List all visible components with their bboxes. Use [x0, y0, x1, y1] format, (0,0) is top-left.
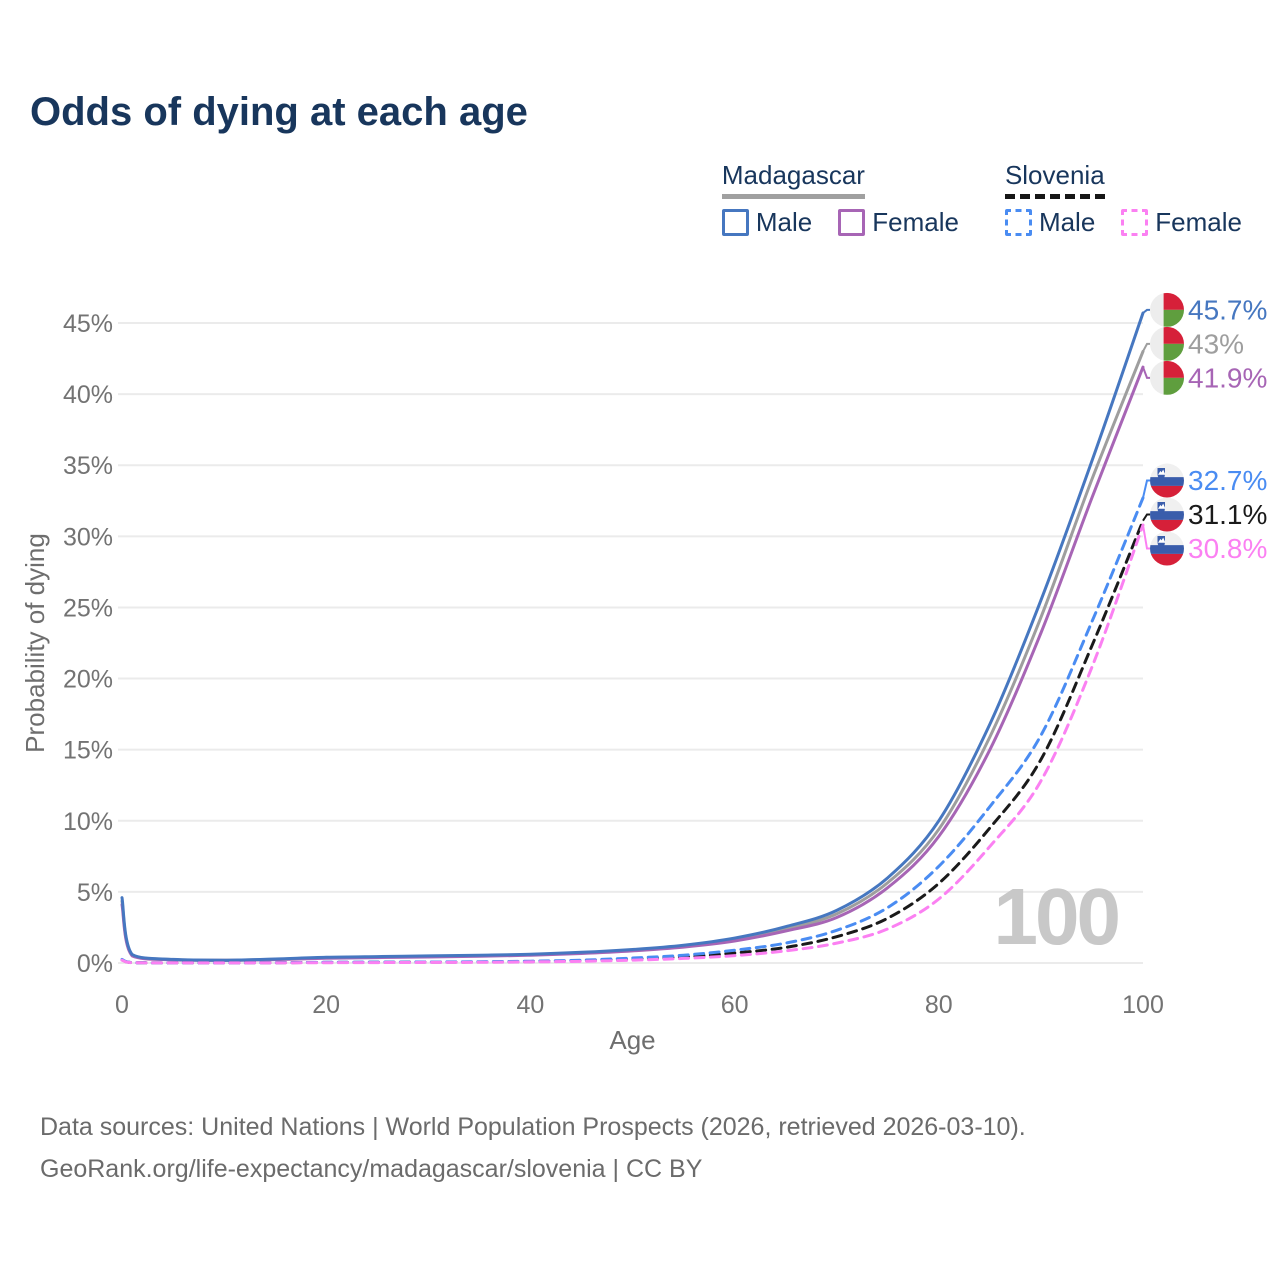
series-line-madagascar-male[interactable]	[120, 311, 1145, 962]
age-cursor-watermark: 100	[994, 872, 1119, 961]
data-sources-line: Data sources: United Nations | World Pop…	[40, 1113, 1026, 1141]
end-label-madagascar-male: 45.7%	[1188, 294, 1267, 325]
y-tick-label: 35%	[63, 452, 113, 480]
end-label-leader-madagascar-male	[1142, 308, 1150, 314]
x-tick-label: 40	[516, 991, 544, 1019]
legend-item-slovenia-female[interactable]: Female	[1121, 207, 1242, 238]
legend-item-label: Male	[755, 207, 813, 237]
y-tick-label: 0%	[77, 950, 113, 978]
attribution-link: GeoRank.org/life-expectancy/madagascar/s…	[40, 1155, 703, 1183]
legend-swatch-madagascar-male	[721, 209, 749, 236]
legend-group-slovenia: Slovenia Male Female	[1004, 160, 1242, 238]
legend-item-madagascar-male[interactable]: Male	[721, 207, 813, 238]
madagascar-flag-icon	[1150, 292, 1184, 327]
slovenia-flag-icon	[1150, 531, 1184, 566]
y-axis-title: Probability of dying	[20, 533, 50, 753]
end-label-madagascar-female: 41.9%	[1188, 362, 1267, 393]
page-title: Odds of dying at each age	[30, 90, 528, 134]
legend-item-label: Female	[872, 207, 959, 237]
end-label-madagascar-combined: 43%	[1188, 328, 1244, 359]
legend-swatch-slovenia-female	[1121, 209, 1149, 236]
series-lines	[120, 311, 1145, 965]
legend-items-madagascar: Male Female	[721, 207, 959, 238]
end-label-slovenia-female: 30.8%	[1188, 533, 1267, 564]
x-tick-label: 0	[115, 991, 129, 1019]
x-tick-label: 80	[925, 991, 953, 1019]
x-tick-label: 20	[312, 991, 340, 1019]
end-label-leader-madagascar-female	[1142, 366, 1150, 379]
madagascar-flag-icon	[1150, 326, 1184, 361]
end-label-slovenia-male: 32.7%	[1188, 465, 1267, 496]
series-line-slovenia-female[interactable]	[120, 523, 1145, 965]
end-label-leader-madagascar-combined	[1142, 342, 1150, 352]
slovenia-flag-icon	[1150, 497, 1184, 532]
y-tick-label: 40%	[63, 381, 113, 409]
y-tick-label: 10%	[63, 808, 113, 836]
y-tick-label: 30%	[63, 523, 113, 551]
gridlines: 0% 5% 10% 15% 20% 25% 30% 35% 40% 45%	[63, 310, 1143, 978]
axes: 0 20 40 60 80 100 Age Probability of dying	[20, 533, 1164, 1055]
legend-group-madagascar: Madagascar Male Female	[721, 160, 959, 238]
legend-swatch-madagascar-female	[838, 209, 866, 236]
end-label-slovenia-combined: 31.1%	[1188, 499, 1267, 530]
legend-item-madagascar-female[interactable]: Female	[838, 207, 959, 238]
y-tick-label: 15%	[63, 737, 113, 765]
legend-swatch-slovenia-male	[1004, 209, 1032, 236]
y-tick-label: 25%	[63, 594, 113, 622]
end-label-leader-slovenia-female	[1142, 524, 1150, 550]
y-tick-label: 45%	[63, 310, 113, 338]
x-tick-label: 60	[721, 991, 749, 1019]
legend-item-label: Male	[1038, 207, 1096, 237]
x-tick-label: 100	[1122, 991, 1164, 1019]
y-tick-label: 5%	[77, 879, 113, 907]
series-line-madagascar-combined[interactable]	[120, 349, 1145, 962]
legend-items-slovenia: Male Female	[1004, 207, 1242, 238]
legend-country-slovenia[interactable]: Slovenia	[1004, 160, 1105, 199]
madagascar-flag-icon	[1150, 360, 1184, 395]
x-axis-title: Age	[609, 1025, 655, 1055]
end-label-leader-slovenia-combined	[1142, 513, 1150, 522]
legend: Madagascar Male Female Slovenia Male Femal…	[721, 160, 1242, 238]
series-line-madagascar-female[interactable]	[120, 365, 1145, 962]
end-labels: 45.7%43%41.9% 32.7%31.1%30.8%	[1142, 292, 1267, 566]
slovenia-flag-icon	[1150, 463, 1184, 498]
y-tick-label: 20%	[63, 666, 113, 694]
legend-country-madagascar[interactable]: Madagascar	[721, 160, 865, 199]
series-line-slovenia-male[interactable]	[120, 496, 1145, 965]
end-label-leader-slovenia-male	[1142, 479, 1150, 499]
legend-item-label: Female	[1155, 207, 1242, 237]
data-sources: Data sources: United Nations | World Pop…	[40, 1106, 1026, 1190]
series-line-slovenia-combined[interactable]	[120, 519, 1145, 965]
legend-item-slovenia-male[interactable]: Male	[1004, 207, 1096, 238]
